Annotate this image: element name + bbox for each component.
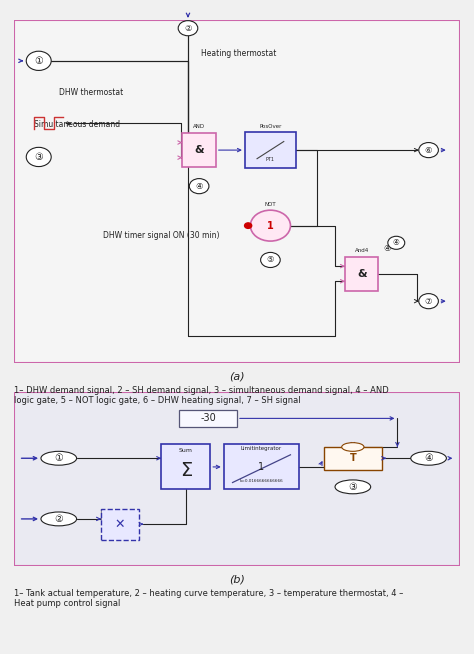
Text: ②: ② (184, 24, 192, 33)
FancyBboxPatch shape (101, 509, 139, 540)
FancyBboxPatch shape (14, 20, 460, 363)
Circle shape (41, 451, 77, 465)
Circle shape (189, 179, 209, 194)
Circle shape (245, 223, 252, 228)
Circle shape (419, 143, 438, 158)
Text: ①: ① (34, 56, 43, 66)
FancyBboxPatch shape (179, 409, 237, 427)
FancyBboxPatch shape (161, 445, 210, 489)
Circle shape (342, 443, 364, 451)
Text: PosOver: PosOver (259, 124, 282, 129)
Text: ✕: ✕ (115, 517, 125, 530)
Text: 1: 1 (258, 462, 264, 472)
Text: NOT: NOT (264, 201, 276, 207)
Text: PT1: PT1 (266, 157, 275, 162)
Text: ⑦: ⑦ (425, 297, 432, 305)
Text: DHW thermostat: DHW thermostat (59, 88, 123, 97)
Circle shape (388, 236, 405, 249)
Text: ④: ④ (424, 453, 433, 463)
Text: &: & (357, 269, 366, 279)
Text: ③: ③ (34, 152, 43, 162)
Text: Sum: Sum (179, 448, 193, 453)
Text: ③: ③ (348, 482, 357, 492)
Text: Simultaneous demand: Simultaneous demand (34, 120, 120, 129)
FancyBboxPatch shape (345, 256, 378, 291)
Text: Σ: Σ (180, 461, 192, 480)
Circle shape (26, 51, 51, 71)
Text: k=0.0166666666666: k=0.0166666666666 (240, 479, 283, 483)
Circle shape (178, 21, 198, 36)
Text: ④: ④ (195, 182, 203, 191)
FancyBboxPatch shape (182, 133, 216, 167)
Text: Heating thermostat: Heating thermostat (201, 49, 277, 58)
Circle shape (250, 210, 291, 241)
Text: DHW timer signal ON (30 min): DHW timer signal ON (30 min) (103, 232, 220, 241)
Circle shape (335, 480, 371, 494)
FancyBboxPatch shape (14, 392, 460, 566)
Text: 1– Tank actual temperature, 2 – heating curve temperature, 3 – temperature therm: 1– Tank actual temperature, 2 – heating … (14, 589, 403, 608)
FancyBboxPatch shape (245, 132, 296, 168)
Text: -30: -30 (200, 413, 216, 423)
Text: ①: ① (55, 453, 63, 463)
Text: ④: ④ (393, 238, 400, 247)
Text: (a): (a) (229, 371, 245, 381)
Text: 1– DHW demand signal, 2 – SH demand signal, 3 – simultaneous demand signal, 4 – : 1– DHW demand signal, 2 – SH demand sign… (14, 386, 389, 405)
Circle shape (411, 451, 447, 465)
Circle shape (261, 252, 280, 267)
Text: AND: AND (193, 124, 205, 129)
Circle shape (41, 512, 77, 526)
Circle shape (419, 294, 438, 309)
Text: T: T (349, 453, 356, 463)
Text: (b): (b) (229, 574, 245, 584)
Text: And4: And4 (355, 248, 369, 253)
Text: ②: ② (55, 514, 63, 524)
Text: ④: ④ (383, 244, 391, 253)
Text: 1: 1 (267, 220, 274, 231)
FancyBboxPatch shape (224, 445, 300, 489)
Text: ⑥: ⑥ (425, 146, 432, 154)
FancyBboxPatch shape (324, 447, 382, 470)
Circle shape (26, 147, 51, 167)
Text: ⑤: ⑤ (267, 256, 274, 264)
Text: &: & (194, 145, 204, 155)
Text: Limitintegrator: Limitintegrator (241, 446, 282, 451)
